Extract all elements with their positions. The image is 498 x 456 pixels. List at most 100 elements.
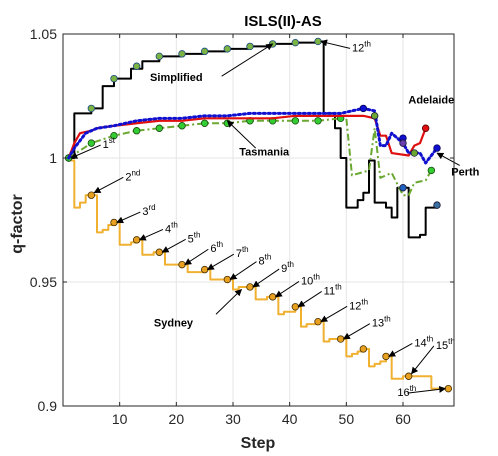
step-label: 2nd [125, 168, 140, 183]
marker-simplified [155, 52, 164, 61]
marker-sydney [246, 283, 254, 291]
step-label: 13th [372, 315, 391, 330]
marker-simplified [132, 62, 141, 70]
step-arrow [116, 211, 141, 224]
marker-adelaide [110, 131, 118, 140]
step-arrow [252, 268, 280, 288]
marker-simplified [110, 74, 118, 83]
step-label: 10th [301, 272, 320, 287]
marker-simplified [87, 104, 96, 113]
series-label-sydney: Sydney [154, 318, 194, 330]
series-label-simplified: Simplified [150, 72, 203, 84]
marker-sydney [178, 260, 186, 269]
marker-simplified [178, 50, 186, 58]
marker-sydney [444, 384, 453, 393]
step-arrow [229, 261, 257, 280]
step-label: 7th [236, 245, 249, 260]
marker-simplified [200, 47, 209, 56]
marker-sydney [382, 352, 390, 361]
series-line-perth [67, 106, 439, 165]
marker-sydney [110, 218, 118, 227]
step-arrow [297, 290, 322, 308]
extra-marker [433, 201, 441, 209]
step-label: 9th [281, 260, 294, 275]
marker-perth [359, 104, 368, 113]
marker-tasmania [421, 124, 430, 132]
step-label: 15th [436, 337, 455, 352]
x-tick-label: 60 [395, 411, 411, 427]
series-label-perth: Perth [451, 166, 479, 178]
x-tick-label: 20 [169, 411, 185, 427]
extra-marker [399, 184, 407, 192]
y-tick-label: 1 [49, 150, 57, 166]
marker-simplified [246, 42, 254, 51]
extra-marker [370, 112, 379, 120]
marker-perth [433, 144, 441, 152]
marker-simplified [268, 40, 277, 48]
marker-sydney [314, 317, 322, 326]
marker-sydney [404, 372, 413, 380]
marker-sydney [87, 191, 96, 199]
step-label: 4th [165, 220, 178, 235]
marker-adelaide [291, 117, 300, 125]
series-line-simplified [68, 40, 438, 239]
annotation-layer: Simplified Tasmania Adelaide Perth Sydney 1st… [70, 39, 480, 399]
step-arrow [138, 228, 164, 241]
step-label: 16th [397, 384, 416, 399]
step-label: 12th [349, 297, 368, 312]
extra-marker [399, 139, 407, 147]
step-arrow [342, 323, 371, 340]
step-arrow [388, 343, 413, 357]
marker-simplified [291, 38, 300, 47]
step-arrow [206, 253, 235, 271]
y-tick-label: 0.95 [30, 274, 57, 290]
x-tick-label: 50 [339, 411, 355, 427]
series-label-tasmania: Tasmania [239, 147, 290, 159]
marker-sydney [268, 293, 277, 301]
label-arrow-tasmania [226, 120, 257, 149]
step-arrow [407, 385, 447, 394]
marker-adelaide [314, 117, 322, 125]
plot-frame [62, 33, 455, 407]
x-axis-label: Step [241, 435, 276, 452]
step-arrow [411, 345, 435, 375]
marker-sydney [132, 236, 141, 244]
extra-marker [410, 149, 419, 157]
marker-adelaide [427, 166, 436, 175]
marker-sydney [359, 345, 368, 353]
step-arrow [161, 238, 186, 253]
label-arrow-simplified [221, 43, 274, 77]
label-arrow-sydney [215, 288, 243, 315]
step-label: 14th [414, 334, 433, 349]
marker-sydney [223, 275, 232, 284]
step-label: 5th [188, 230, 201, 245]
marker-sydney [291, 303, 300, 311]
marker-adelaide [178, 122, 186, 130]
marker-adelaide [155, 124, 164, 132]
x-tick-label: 40 [282, 411, 298, 427]
step-arrow [320, 305, 348, 323]
step-label: 11th [324, 282, 342, 297]
label-arrow-perth [436, 152, 460, 166]
step-arrow [184, 248, 209, 266]
series-label-adelaide: Adelaide [408, 94, 454, 106]
marker-adelaide [87, 139, 96, 147]
step-label: 6th [210, 240, 223, 255]
y-tick-label: 1.05 [30, 26, 57, 42]
series-line-sydney [68, 159, 449, 390]
y-tick-label: 0.9 [38, 398, 58, 414]
step-arrow [320, 39, 351, 49]
x-tick-label: 10 [112, 411, 128, 427]
marker-simplified [223, 45, 232, 53]
step-label: 1st [103, 136, 116, 151]
step-label: 8th [259, 253, 272, 268]
marker-sydney [155, 248, 164, 256]
step-arrow [93, 176, 124, 194]
step-label: 3rd [142, 203, 155, 218]
y-axis-label: q-factor [9, 194, 26, 254]
series-layer [64, 37, 453, 393]
step-label: 12th [352, 39, 371, 54]
step-arrow [70, 144, 101, 159]
x-tick-label: 30 [225, 411, 241, 427]
